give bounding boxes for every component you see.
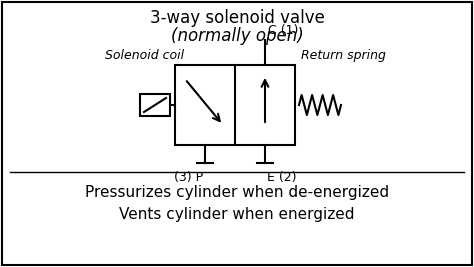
Bar [175,65,295,145]
Text: Vents cylinder when energized: Vents cylinder when energized [119,207,355,222]
Text: Return spring: Return spring [301,49,386,62]
Text: C (1): C (1) [268,24,298,37]
Text: E (2): E (2) [267,171,297,184]
Text: Pressurizes cylinder when de-energized: Pressurizes cylinder when de-energized [85,184,389,199]
Text: (normally open): (normally open) [171,27,303,45]
Text: 3-way solenoid valve: 3-way solenoid valve [150,9,324,27]
Bar [140,94,170,116]
Text: Solenoid coil: Solenoid coil [105,49,184,62]
Text: (3) P: (3) P [174,171,203,184]
